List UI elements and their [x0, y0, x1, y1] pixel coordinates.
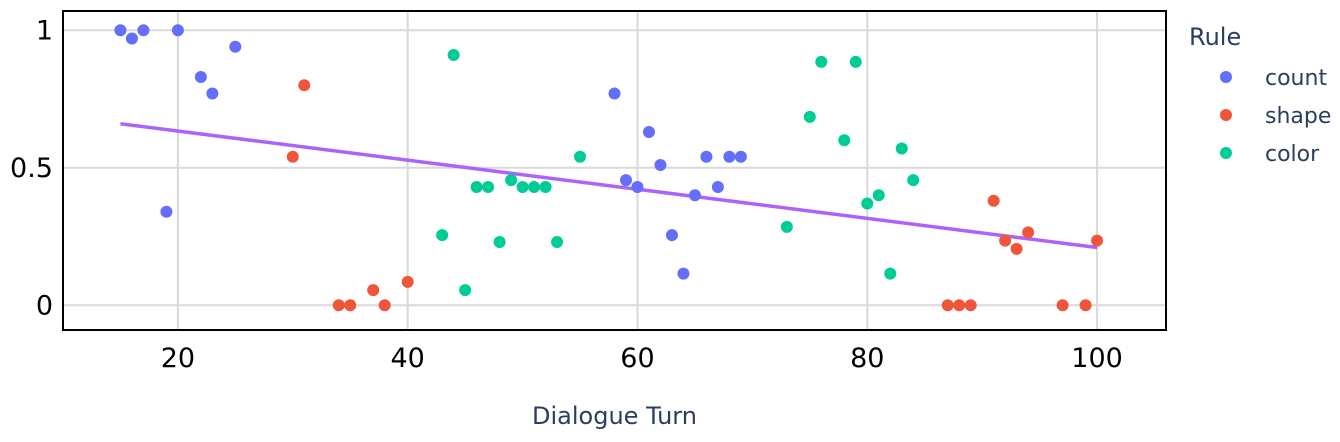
- legend-item-count[interactable]: count: [1220, 66, 1327, 91]
- data-point-count: [642, 126, 655, 138]
- data-point-count: [619, 174, 632, 187]
- data-point-color: [574, 150, 587, 163]
- data-point-count: [734, 150, 747, 163]
- x-tick-label: 40: [391, 343, 425, 374]
- plot-area-frame: [62, 10, 1167, 331]
- data-point-color: [482, 181, 495, 193]
- data-point-shape: [1056, 299, 1069, 312]
- data-point-count: [194, 71, 207, 83]
- y-tick-label: 0: [36, 290, 53, 321]
- data-point-shape: [1091, 234, 1104, 247]
- data-point-color: [447, 49, 460, 61]
- data-point-count: [229, 40, 242, 53]
- data-point-count: [631, 181, 644, 193]
- legend-item-color[interactable]: color: [1220, 142, 1320, 167]
- y-tick-label: 1: [36, 15, 53, 46]
- data-point-count: [125, 32, 138, 45]
- data-point-shape: [332, 299, 345, 312]
- legend-marker-count: [1220, 71, 1232, 83]
- data-point-count: [206, 87, 219, 100]
- data-points: [114, 24, 1104, 312]
- x-axis-tick-labels: 20 40 60 80 100: [161, 343, 1123, 374]
- data-point-count: [137, 24, 150, 37]
- y-tick-label: 0.5: [10, 153, 53, 184]
- data-point-shape: [378, 299, 391, 312]
- data-point-color: [872, 189, 885, 202]
- data-point-count: [114, 24, 127, 37]
- data-point-count: [608, 87, 621, 100]
- data-point-count: [711, 181, 724, 193]
- x-tick-label: 80: [850, 343, 884, 374]
- legend-marker-color: [1220, 147, 1232, 159]
- data-point-shape: [367, 284, 380, 297]
- legend-label-count: count: [1265, 66, 1327, 91]
- data-point-color: [803, 110, 816, 123]
- data-point-color: [505, 174, 518, 187]
- data-point-shape: [1022, 226, 1035, 239]
- data-point-shape: [1010, 242, 1023, 255]
- data-point-count: [700, 150, 713, 163]
- data-point-color: [528, 181, 541, 193]
- data-point-color: [436, 229, 449, 242]
- data-point-shape: [941, 299, 954, 312]
- trendline-group: [120, 122, 1098, 250]
- legend[interactable]: Rule count shape color: [1189, 23, 1331, 167]
- trendline: [120, 122, 1098, 250]
- x-tick-label: 60: [620, 343, 654, 374]
- data-point-color: [780, 220, 793, 233]
- data-point-shape: [987, 194, 1000, 207]
- data-point-shape: [344, 299, 357, 312]
- data-point-shape: [953, 299, 966, 312]
- data-point-color: [861, 197, 874, 210]
- data-point-color: [539, 181, 552, 193]
- data-point-color: [838, 134, 851, 147]
- data-point-color: [459, 284, 472, 297]
- data-point-count: [677, 267, 690, 280]
- data-point-color: [849, 55, 862, 68]
- data-point-color: [815, 55, 828, 68]
- data-point-count: [171, 24, 184, 37]
- legend-marker-shape: [1220, 109, 1232, 121]
- data-point-color: [470, 181, 483, 193]
- data-point-color: [895, 142, 908, 155]
- data-point-shape: [286, 150, 299, 163]
- legend-item-shape[interactable]: shape: [1220, 104, 1331, 129]
- data-point-count: [688, 189, 701, 202]
- data-point-shape: [401, 275, 414, 288]
- data-point-count: [723, 150, 736, 163]
- data-point-color: [493, 236, 506, 248]
- legend-items: count shape color: [1220, 66, 1331, 167]
- data-point-color: [907, 174, 920, 187]
- data-point-shape: [1079, 299, 1092, 312]
- data-point-color: [551, 236, 564, 248]
- legend-title: Rule: [1189, 23, 1241, 51]
- x-axis-title: Dialogue Turn: [532, 402, 697, 430]
- legend-label-color: color: [1265, 142, 1320, 167]
- x-tick-label: 20: [161, 343, 195, 374]
- y-axis-tick-labels: 00.51: [10, 15, 53, 321]
- data-point-count: [665, 229, 678, 242]
- data-point-color: [884, 267, 897, 280]
- grid-lines: [63, 11, 1166, 330]
- data-point-count: [160, 205, 173, 218]
- data-point-shape: [964, 299, 977, 312]
- legend-label-shape: shape: [1265, 104, 1331, 129]
- data-point-shape: [999, 234, 1012, 247]
- x-tick-label: 100: [1071, 343, 1123, 374]
- data-point-count: [654, 159, 667, 171]
- data-point-color: [516, 181, 529, 193]
- data-point-shape: [298, 79, 311, 92]
